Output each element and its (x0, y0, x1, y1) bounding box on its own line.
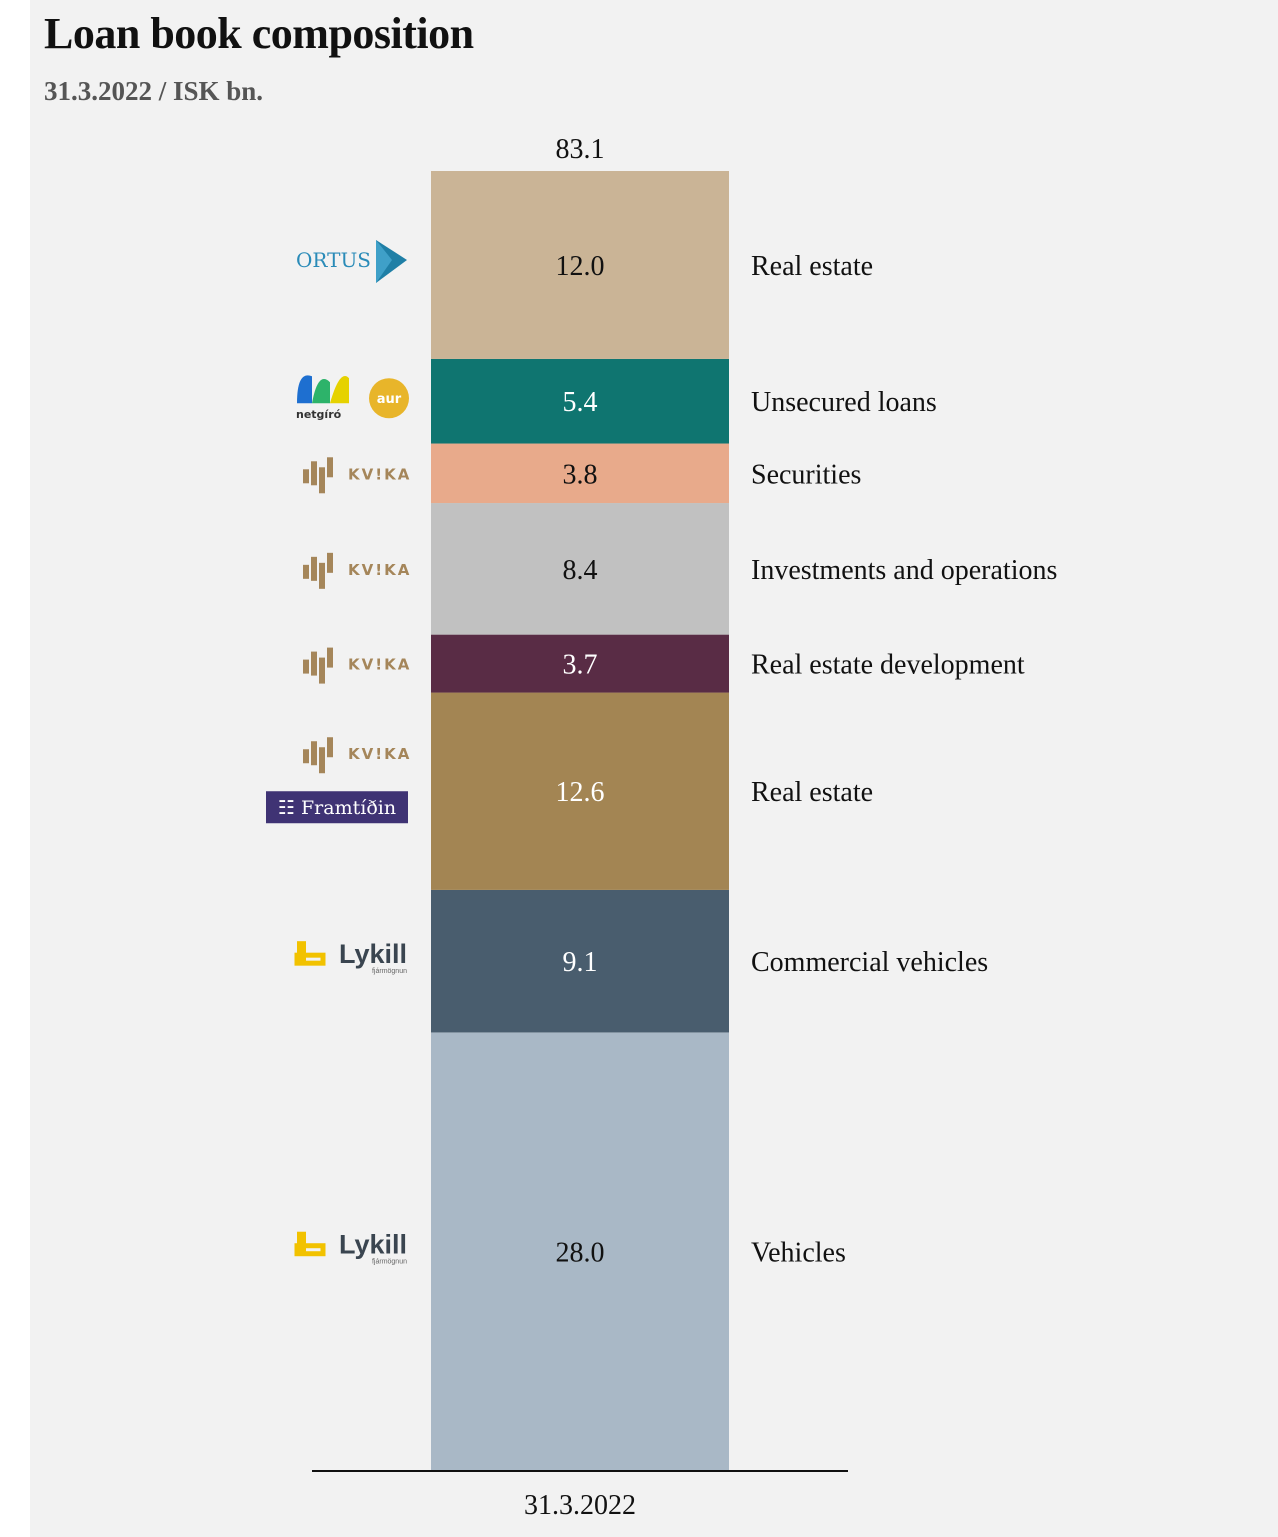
bar-value-label: 12.6 (556, 777, 605, 808)
segment-name-label: Real estate (751, 251, 873, 282)
kvika-logo: KV!KA (303, 737, 411, 774)
kvika-logo: KV!KA (303, 457, 411, 494)
bar-value-label: 5.4 (563, 387, 598, 418)
chart-title: Loan book composition (44, 9, 474, 58)
kvika-logo-text: KV!KA (348, 656, 411, 674)
aur-logo: aur (369, 378, 409, 419)
bar-segment-investments-and-operations (431, 503, 729, 635)
x-tick-label: 31.3.2022 (524, 1490, 636, 1521)
bar-segment-vehicles (431, 1032, 729, 1471)
total-label: 83.1 (556, 134, 605, 165)
lykill-logo-subtext: fjármögnun (372, 1259, 407, 1266)
ortus-logo-text: ORTUS (296, 248, 371, 272)
bar-value-label: 3.8 (563, 459, 598, 490)
netgiro-logo-text: netgíró (296, 408, 342, 421)
segment-name-label: Unsecured loans (751, 387, 937, 418)
framtidin-logo: ☷ Framtíðin (266, 791, 408, 824)
netgiro-logo: netgíró (296, 375, 349, 421)
kvika-logo: KV!KA (303, 647, 411, 684)
bar-segment-real-estate-development (431, 634, 729, 693)
lykill-logo-text: Lykill (339, 1230, 407, 1260)
lykill-logo-text: Lykill (339, 939, 407, 969)
kvika-logo: KV!KA (303, 552, 411, 589)
bar-value-label: 8.4 (563, 555, 598, 586)
bar-value-label: 12.0 (556, 251, 605, 282)
bar-segment-securities (431, 443, 729, 504)
segment-name-label: Investments and operations (751, 555, 1057, 586)
bar-segment-commercial-vehicles (431, 889, 729, 1033)
bar-value-label: 28.0 (556, 1238, 605, 1269)
segment-name-label: Commercial vehicles (751, 947, 988, 978)
bar-segment-unsecured-loans (431, 358, 729, 444)
aur-logo-text: aur (377, 392, 402, 407)
bar-value-label: 9.1 (563, 947, 598, 978)
bar-value-label: 3.7 (563, 650, 598, 681)
segment-name-label: Vehicles (751, 1238, 846, 1269)
kvika-logo-text: KV!KA (348, 745, 411, 763)
kvika-logo-text: KV!KA (348, 561, 411, 579)
bar-segment-real-estate (431, 171, 729, 359)
segment-name-label: Real estate development (751, 650, 1025, 681)
segment-name-label: Securities (751, 459, 861, 490)
framtidin-logo-text: ☷ Framtíðin (278, 797, 396, 819)
segment-name-label: Real estate (751, 777, 873, 808)
kvika-logo-text: KV!KA (348, 465, 411, 483)
lykill-logo-subtext: fjármögnun (372, 968, 407, 975)
ortus-logo: ORTUS (296, 239, 407, 283)
bar-segment-real-estate (431, 692, 729, 890)
chart-subtitle: 31.3.2022 / ISK bn. (44, 76, 264, 106)
